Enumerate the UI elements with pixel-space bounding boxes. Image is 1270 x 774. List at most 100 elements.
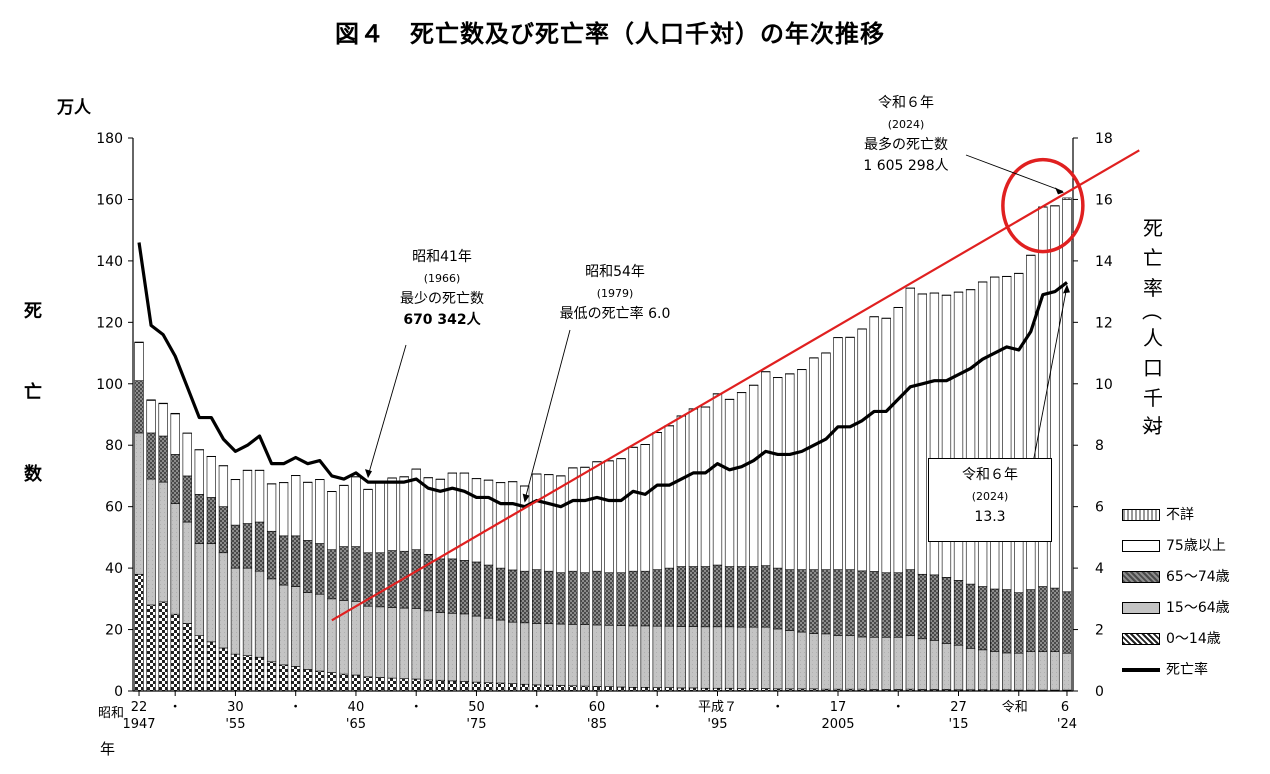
right-tick-label-12: 12 (1095, 315, 1113, 331)
bar-age75-1960 (291, 475, 301, 537)
right-tick-label-2: 2 (1095, 623, 1104, 639)
pointer-max-deaths (965, 154, 1064, 192)
bar-age65-1989 (640, 570, 650, 627)
bar-age65-1987 (616, 572, 626, 626)
bar-age0-1984 (580, 685, 590, 692)
bar-age0-1973 (447, 680, 457, 692)
left-axis-unit: 万人 (57, 98, 91, 118)
bar-age65-1952 (194, 494, 204, 544)
legend-swatch-age75 (1122, 540, 1160, 552)
bar-age15-1995 (712, 626, 723, 689)
bar-age65-2018 (990, 588, 1000, 652)
callout-rate-2024-value: 13.3 (974, 509, 1006, 525)
bar-age65-1985 (592, 570, 602, 626)
bar-age65-2011 (905, 569, 915, 636)
bar-age15-2021 (1026, 651, 1036, 691)
right-tick-label-8: 8 (1095, 438, 1104, 454)
bar-age65-1965 (351, 546, 361, 602)
left-axis-title-char-3: 数 (24, 464, 42, 485)
bar-age65-1951 (182, 475, 192, 523)
bar-age15-1959 (278, 584, 289, 666)
bar-age65-1977 (495, 567, 506, 621)
bar-age75-1963 (327, 491, 337, 550)
bar-age0-1985 (592, 686, 602, 692)
bar-age65-1962 (315, 543, 325, 595)
legend-label-unknown: 不詳 (1166, 507, 1194, 523)
bar-age0-1980 (532, 684, 542, 692)
bar-age15-1953 (206, 543, 216, 643)
left-tick-label-120: 120 (96, 315, 123, 331)
bar-age65-1956 (242, 523, 253, 569)
bar-age65-2008 (869, 571, 879, 638)
bar-age65-1998 (748, 566, 759, 628)
bar-age15-1973 (447, 612, 457, 682)
bar-age0-1968 (387, 677, 397, 692)
bar-age65-1963 (327, 549, 337, 600)
pointer-rate-2024-head (1062, 284, 1070, 294)
bar-age0-1965 (351, 674, 361, 692)
bar-age65-2016 (965, 583, 976, 649)
bar-age0-1959 (278, 664, 289, 692)
bar-age0-1948 (146, 604, 156, 692)
bar-age75-1955 (230, 479, 241, 526)
bar-age0-1957 (254, 656, 265, 692)
right-axis-title-char-2: 亡 (1143, 246, 1163, 270)
bar-age65-1970 (411, 549, 421, 609)
bar-age75-1954 (218, 465, 229, 507)
bar-age75-1982 (556, 475, 566, 574)
bar-age15-1988 (628, 625, 638, 688)
bar-unknown-2024 (1062, 197, 1072, 200)
bar-age65-1999 (761, 565, 771, 628)
legend-label-age75: 75歳以上 (1166, 538, 1226, 554)
bar-age15-1980 (532, 623, 542, 686)
bar-age0-1960 (291, 666, 301, 692)
bar-age65-1993 (688, 566, 699, 627)
x-tick-sublabel-1947: 1947 (122, 717, 155, 732)
bar-age15-2018 (990, 651, 1000, 691)
bar-age15-1974 (459, 613, 470, 682)
bar-age0-1967 (375, 677, 385, 692)
bar-unknown-1947 (134, 341, 144, 343)
bar-age65-1986 (604, 572, 614, 626)
bar-age75-1961 (303, 482, 313, 541)
bar-age0-1951 (182, 623, 192, 692)
bar-age15-2006 (845, 635, 855, 690)
right-axis-title-char-5: 人 (1143, 326, 1163, 350)
bar-age15-1971 (423, 610, 433, 681)
bar-age75-1966 (363, 489, 373, 554)
right-tick-label-14: 14 (1095, 254, 1113, 270)
bar-age15-2008 (869, 636, 879, 690)
bar-age0-1947 (134, 573, 144, 692)
bar-age0-1982 (556, 685, 566, 692)
bar-age15-1947 (134, 432, 144, 575)
bar-age0-1954 (218, 647, 229, 692)
bar-age75-2005 (833, 337, 843, 570)
legend-swatch-age15 (1122, 602, 1160, 614)
bar-age15-1984 (580, 624, 590, 687)
left-tick-label-0: 0 (114, 684, 123, 700)
bar-age15-1967 (375, 606, 385, 678)
right-axis-title-char-1: 死 (1143, 216, 1163, 240)
bar-age15-1981 (544, 623, 554, 686)
x-tick-label-1970: ・ (410, 700, 423, 715)
x-tick-label-1955: 30 (227, 700, 244, 715)
bar-age75-1993 (688, 408, 699, 567)
bar-age15-2022 (1038, 651, 1048, 691)
annotation-min-deaths-year: (1966) (423, 272, 461, 285)
bar-age65-1995 (712, 564, 723, 628)
bar-age0-1953 (206, 641, 216, 692)
legend-label-rate: 死亡率 (1166, 662, 1208, 678)
bar-age65-1979 (520, 570, 530, 624)
bar-age0-1952 (194, 635, 204, 692)
legend-item-age0: 0～14歳 (1122, 628, 1221, 647)
bar-age65-2006 (845, 569, 855, 636)
bar-age75-1997 (736, 392, 747, 567)
callout-rate-2024: 令和６年 (2024) 13.3 (928, 458, 1052, 542)
bar-age0-1978 (507, 683, 518, 692)
bar-age65-2010 (893, 572, 903, 638)
bar-age75-1951 (182, 432, 192, 477)
annotation-max-deaths-value: 1 605 298人 (863, 158, 949, 174)
x-tick-label-2024: 6 (1061, 700, 1069, 715)
bar-age0-1975 (471, 681, 482, 692)
